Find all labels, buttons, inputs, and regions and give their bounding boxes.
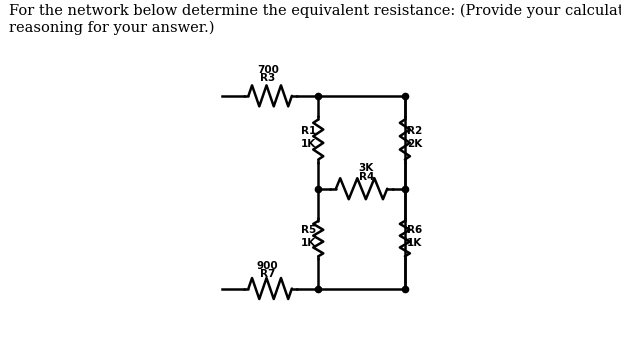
Text: 900: 900 xyxy=(257,261,279,270)
Text: 1K: 1K xyxy=(301,238,316,248)
Text: 1K: 1K xyxy=(301,139,316,149)
Text: R4: R4 xyxy=(359,172,374,182)
Text: R6: R6 xyxy=(407,225,422,235)
Text: R1: R1 xyxy=(301,126,316,136)
Text: 700: 700 xyxy=(257,65,279,75)
Text: R7: R7 xyxy=(260,269,276,279)
Text: 1K: 1K xyxy=(407,238,422,248)
Text: 3K: 3K xyxy=(359,163,374,174)
Text: R3: R3 xyxy=(260,73,275,84)
Text: For the network below determine the equivalent resistance: (Provide your calcula: For the network below determine the equi… xyxy=(9,4,621,35)
Text: R2: R2 xyxy=(407,126,422,136)
Text: R5: R5 xyxy=(301,225,316,235)
Text: 2K: 2K xyxy=(407,139,422,149)
